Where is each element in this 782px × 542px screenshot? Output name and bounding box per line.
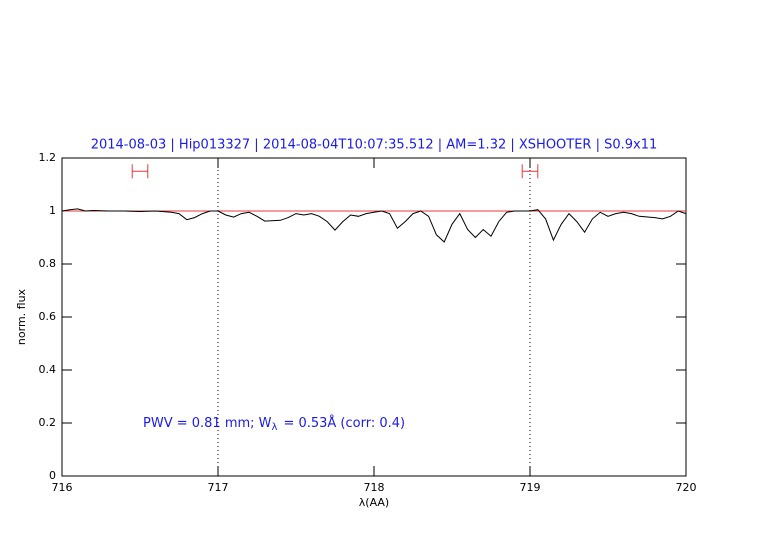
chart-title: 2014-08-03 | Hip013327 | 2014-08-04T10:0… xyxy=(91,138,658,153)
y-tick-label: 0.8 xyxy=(39,257,57,270)
x-tick-label: 718 xyxy=(364,481,385,494)
spectrum-line xyxy=(61,208,687,243)
annotation-text: PWV = 0.81 mm; W xyxy=(143,416,272,431)
y-tick-label: 1.2 xyxy=(39,151,57,164)
annotation-subscript: λ xyxy=(272,422,278,433)
x-tick-label: 717 xyxy=(208,481,229,494)
y-tick-label: 0.4 xyxy=(39,363,57,376)
y-tick-label: 1 xyxy=(49,204,56,217)
x-tick-label: 719 xyxy=(520,481,541,494)
x-axis-label: λ(AA) xyxy=(359,496,389,509)
annotation: PWV = 0.81 mm; Wλ = 0.53Å (corr: 0.4) xyxy=(143,415,405,434)
y-tick-label: 0.6 xyxy=(39,310,57,323)
x-tick-label: 716 xyxy=(52,481,73,494)
y-tick-label: 0 xyxy=(49,469,56,482)
y-axis-label: norm. flux xyxy=(15,288,28,345)
x-tick-label: 720 xyxy=(676,481,697,494)
annotation-text: = 0.53Å (corr: 0.4) xyxy=(283,415,405,431)
y-tick-label: 0.2 xyxy=(39,416,57,429)
